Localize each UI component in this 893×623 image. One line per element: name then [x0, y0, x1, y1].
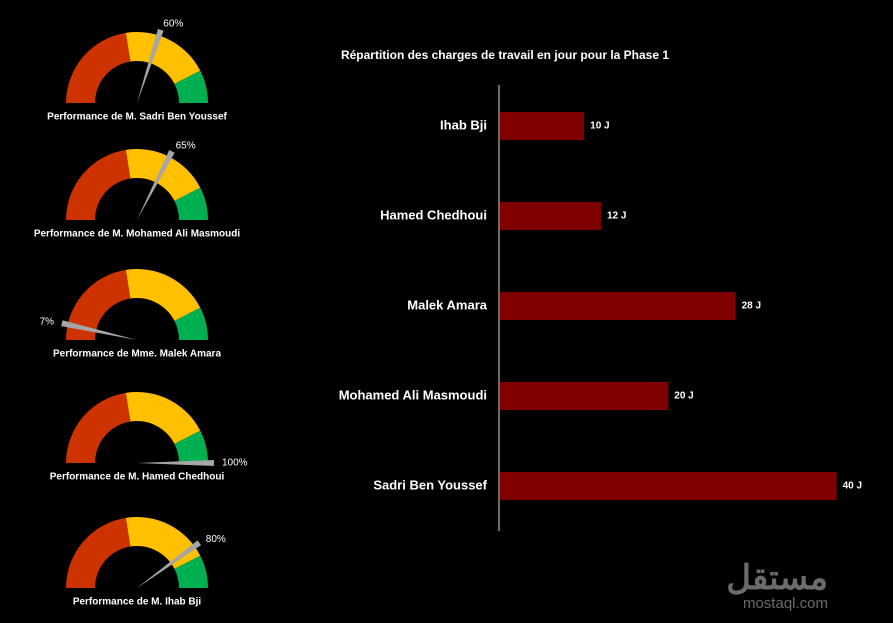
bar [500, 472, 837, 500]
gauge-band [174, 70, 208, 103]
data-label: 12 J [607, 211, 626, 222]
gauge-label: Performance de Mme. Malek Amara [53, 349, 221, 360]
y-tick-label: Mohamed Ali Masmoudi [339, 387, 487, 402]
gauge-band [125, 268, 201, 321]
y-tick-label: Sadri Ben Youssef [373, 477, 487, 492]
data-label: 40 J [843, 481, 862, 492]
y-tick-label: Malek Amara [407, 297, 487, 312]
data-label: 20 J [674, 391, 693, 402]
bar [500, 382, 669, 410]
gauge-value-label: 65% [176, 141, 196, 152]
y-tick-label: Hamed Chedhoui [380, 207, 487, 222]
gauge-needle [137, 540, 202, 588]
gauge-label: Performance de M. Hamed Chedhoui [50, 472, 225, 483]
gauge-band [66, 269, 131, 340]
bar [500, 292, 736, 320]
gauge-band [174, 430, 208, 463]
gauge-band [125, 391, 201, 444]
gauge-band [66, 32, 131, 103]
watermark-latin: mostaql.com [743, 595, 828, 612]
gauge-needle [137, 28, 164, 103]
gauge-band [66, 149, 131, 220]
gauge-band [66, 392, 131, 463]
gauge-value-label: 80% [206, 534, 226, 545]
gauge-band [125, 149, 201, 201]
gauge-band [125, 32, 201, 84]
data-label: 10 J [590, 121, 609, 132]
gauge-value-label: 100% [222, 458, 248, 469]
watermark-arabic: مستقل [726, 559, 828, 597]
gauge-value-label: 7% [40, 317, 55, 328]
gauge-band [66, 517, 131, 588]
gauge-needle [137, 460, 214, 466]
chart-title: Répartition des charges de travail en jo… [341, 48, 669, 62]
gauge-band [174, 307, 208, 340]
gauge-value-label: 60% [163, 19, 183, 30]
y-tick-label: Ihab Bji [440, 117, 487, 132]
gauge-label: Performance de M. Ihab Bji [73, 597, 202, 608]
gauge-needle [137, 150, 175, 220]
data-label: 28 J [742, 301, 761, 312]
gauge-band [174, 555, 208, 588]
gauge-label: Performance de M. Sadri Ben Youssef [47, 112, 227, 123]
gauge-needle [61, 320, 137, 340]
bar [500, 112, 585, 140]
bar [500, 202, 601, 230]
gauge-band [174, 187, 208, 220]
gauge-label: Performance de M. Mohamed Ali Masmoudi [34, 229, 241, 240]
